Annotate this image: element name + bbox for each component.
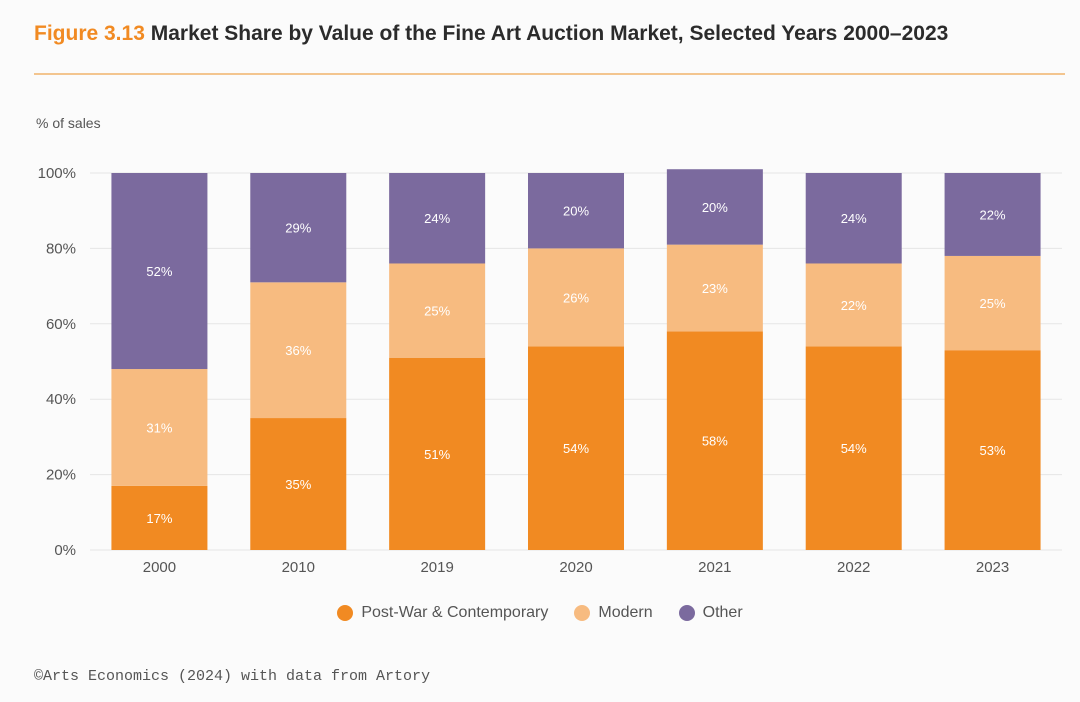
legend-label: Other (702, 604, 743, 621)
data-label: 53% (980, 443, 1006, 458)
title-divider (34, 73, 1065, 75)
chart-title-text: Market Share by Value of the Fine Art Au… (150, 22, 949, 45)
y-tick-label: 20% (46, 467, 76, 484)
legend-item: Post-War & Contemporary (337, 604, 548, 622)
data-label: 22% (841, 298, 867, 313)
x-tick-label: 2020 (559, 559, 592, 576)
chart-title: Figure 3.13 Market Share by Value of the… (34, 22, 948, 46)
x-tick-label: 2022 (837, 559, 870, 576)
bar-segment (944, 255, 1041, 351)
bar-segment (944, 173, 1041, 256)
bar-segment (666, 331, 763, 550)
legend-swatch (678, 605, 695, 621)
data-label: 20% (702, 200, 728, 215)
data-label: 23% (702, 281, 728, 296)
bar-segment (111, 369, 208, 486)
legend-swatch (337, 605, 354, 621)
x-tick-label: 2010 (282, 559, 315, 576)
bar-segment (805, 263, 902, 347)
legend-item: Other (678, 604, 743, 622)
data-label: 36% (285, 343, 311, 358)
bar-segment (528, 173, 624, 249)
data-label: 22% (980, 207, 1006, 222)
data-label: 26% (563, 290, 589, 305)
data-label: 35% (285, 477, 311, 492)
y-tick-label: 0% (54, 542, 76, 559)
x-tick-label: 2000 (143, 559, 176, 576)
y-tick-label: 40% (46, 391, 76, 408)
x-tick-label: 2023 (976, 559, 1009, 576)
legend-swatch (574, 605, 591, 621)
data-label: 58% (702, 434, 728, 449)
figure-label: Figure 3.13 (34, 22, 145, 45)
data-label: 17% (146, 511, 172, 526)
source-note: ©Arts Economics (2024) with data from Ar… (34, 668, 431, 685)
bar-segment (805, 346, 902, 550)
data-label: 31% (146, 420, 172, 435)
bar-segment (111, 485, 208, 550)
y-tick-label: 80% (46, 240, 76, 257)
data-label: 52% (146, 264, 172, 279)
bar-segment (805, 173, 902, 264)
data-label: 25% (424, 304, 450, 319)
data-label: 24% (424, 211, 450, 226)
bar-segment (666, 244, 763, 332)
bar-segment (528, 346, 624, 550)
y-axis-label: % of sales (36, 115, 101, 131)
bar-segment (528, 248, 624, 347)
x-tick-label: 2021 (698, 559, 731, 576)
y-tick-label: 60% (46, 316, 76, 333)
data-label: 25% (980, 296, 1006, 311)
bar-segment (389, 173, 486, 264)
stacked-bar-chart: 0% 20% 40% 60% 80% 100% 17% 31% 52% 2000 35% 36% 29%… (38, 165, 1062, 576)
bar-segment (250, 282, 347, 419)
x-tick-label: 2019 (420, 559, 453, 576)
data-label: 51% (424, 447, 450, 462)
chart-legend: Post-War & Contemporary Modern Other (0, 604, 1080, 622)
y-tick-label: 100% (38, 165, 76, 182)
legend-label: Modern (598, 604, 653, 621)
bar-segment (250, 173, 347, 283)
data-label: 54% (841, 441, 867, 456)
bar-segment (111, 173, 208, 370)
legend-item: Modern (574, 604, 653, 622)
bar-segment (389, 263, 486, 358)
data-label: 24% (841, 211, 867, 226)
bar-segment (250, 418, 347, 550)
bar-segment (666, 169, 763, 245)
data-label: 54% (563, 441, 589, 456)
data-label: 29% (285, 221, 311, 236)
data-label: 20% (563, 204, 589, 219)
bar-segment (389, 357, 486, 550)
bar-segment (944, 350, 1041, 550)
legend-label: Post-War & Contemporary (361, 604, 549, 621)
